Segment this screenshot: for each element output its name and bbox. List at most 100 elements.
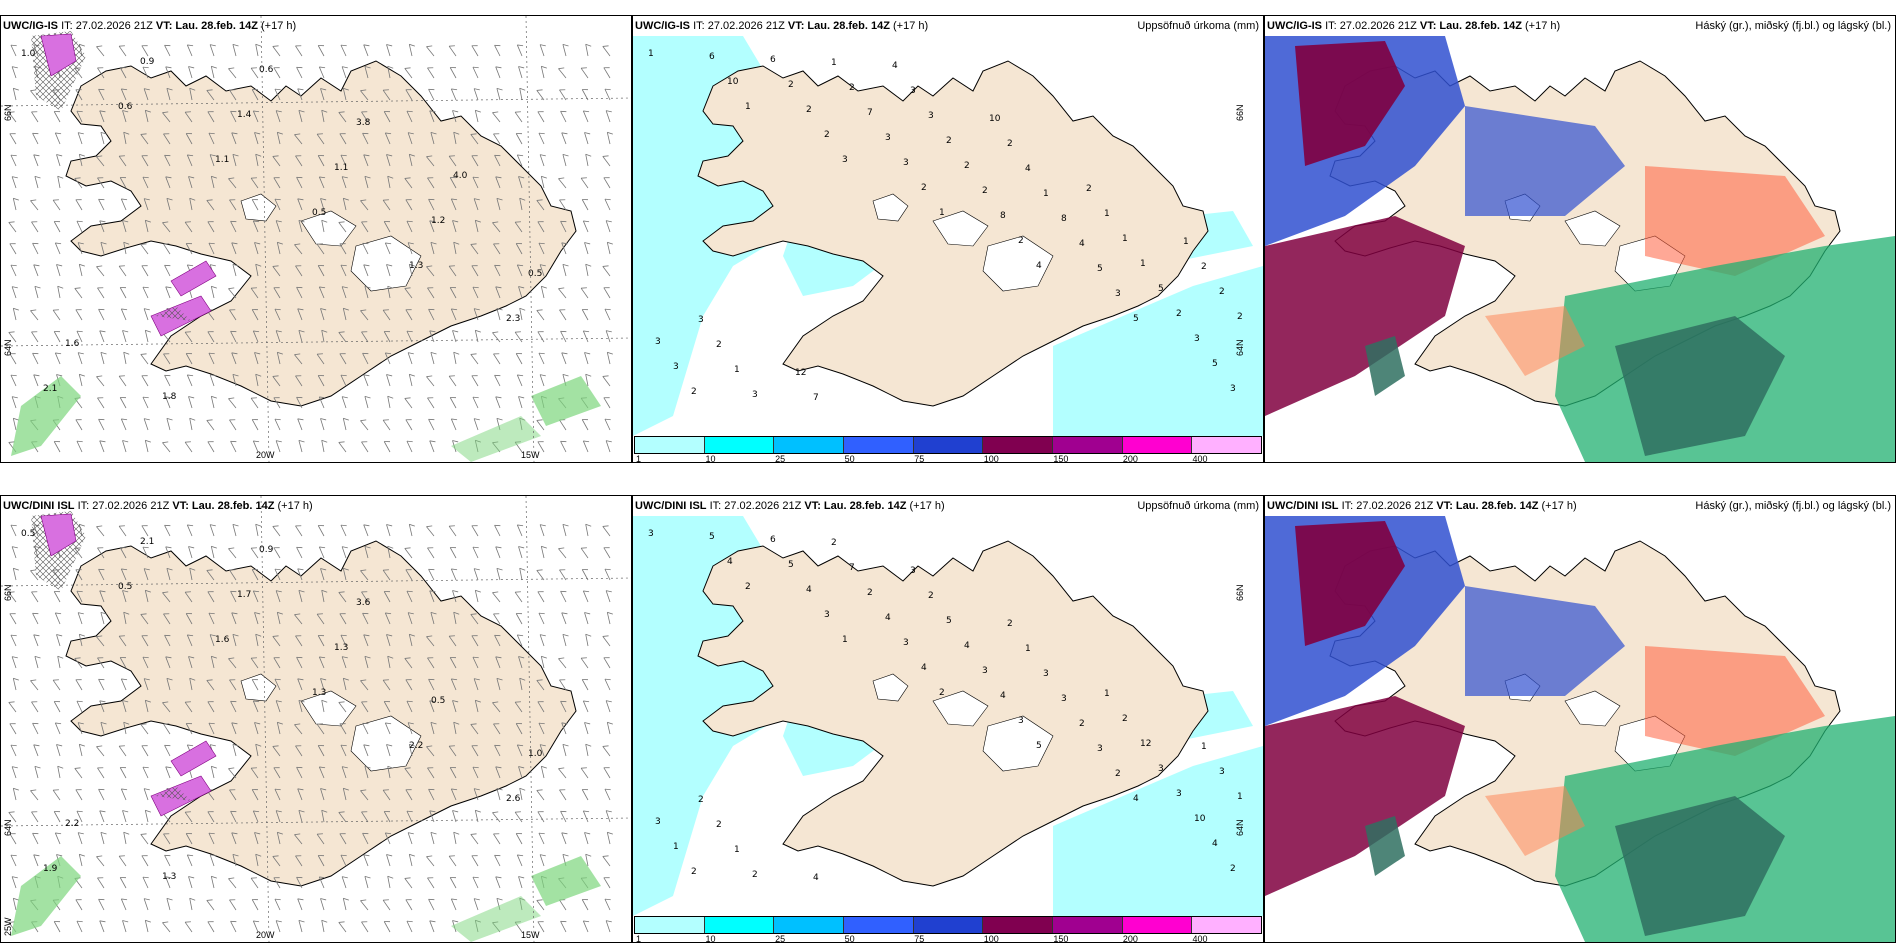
- value-label: 3: [903, 638, 909, 648]
- value-label: 7: [813, 393, 819, 403]
- value-label: 10: [989, 114, 1001, 124]
- value-label: 4: [921, 663, 927, 673]
- colorbar-tick-label: 10: [705, 454, 716, 463]
- value-label: 0.6: [259, 65, 274, 75]
- value-label: 4: [1036, 261, 1042, 271]
- colorbar-tick-label: 200: [1122, 934, 1138, 943]
- colorbar-tick-label: 75: [914, 454, 925, 463]
- panel-header: UWC/DINI ISL IT: 27.02.2026 21Z VT: Lau.…: [3, 500, 313, 512]
- colorbar-segment: [774, 437, 845, 453]
- valid-time-label: VT:: [804, 500, 821, 512]
- colorbar-tick-label: 75: [914, 934, 925, 943]
- lead-time: (+17 h): [893, 20, 929, 32]
- value-label: 2: [1018, 236, 1024, 246]
- valid-time-label: VT:: [155, 20, 173, 32]
- value-label: 1: [939, 208, 945, 218]
- value-label: 2: [716, 340, 722, 350]
- colorbar-tick-label: 50: [844, 454, 855, 463]
- value-label: 0.5: [118, 582, 132, 592]
- value-label: 1.3: [312, 688, 326, 698]
- value-label: 2: [1176, 309, 1182, 319]
- value-label: 3: [903, 158, 909, 168]
- panel-header: UWC/IG-IS IT: 27.02.2026 21Z VT: Lau. 28…: [3, 20, 296, 32]
- valid-time-label: VT:: [1419, 20, 1437, 32]
- value-label: 5: [1158, 284, 1164, 294]
- map-panel-igis-wind: 1.0 0.6 1.1 0.5 1.3 2.3 2.1 0.9 1.4 1.1 1.2 0.5 1.6 1…: [0, 15, 632, 463]
- value-label: 2: [1237, 312, 1243, 322]
- value-label: 1: [831, 58, 837, 68]
- value-label: 3: [1158, 764, 1164, 774]
- value-label: 3.8: [356, 118, 371, 128]
- value-label: 2: [745, 582, 751, 592]
- colorbar-segment: [1192, 437, 1262, 453]
- init-time: IT: 27.02.2026 21Z: [61, 20, 153, 32]
- colorbar-tick-label: 1: [636, 934, 642, 943]
- longitude-label: 15W: [521, 450, 540, 460]
- value-label: 4: [727, 557, 733, 567]
- colorbar-segment: [844, 437, 914, 453]
- value-label: 8: [1061, 214, 1067, 224]
- value-label: 2: [691, 387, 697, 397]
- value-label: 4: [885, 613, 891, 623]
- value-label: 3: [824, 610, 830, 620]
- value-label: 3: [1176, 789, 1182, 799]
- value-label: 3: [910, 566, 916, 576]
- colorbar-tick-label: 400: [1192, 454, 1208, 463]
- model-name: UWC/DINI ISL: [635, 500, 707, 512]
- value-label: 1: [1122, 234, 1128, 244]
- value-label: 2: [1007, 139, 1013, 149]
- valid-time-value: Lau. 28.feb. 14Z: [823, 500, 907, 512]
- value-label: 7: [867, 108, 873, 118]
- value-label: 5: [946, 616, 952, 626]
- value-label: 1: [1183, 237, 1189, 247]
- value-label: 4: [1000, 691, 1006, 701]
- colorbar-tick-label: 150: [1053, 454, 1069, 463]
- value-label: 3: [928, 111, 934, 121]
- value-label: 2: [1230, 864, 1236, 874]
- value-label: 3: [1194, 334, 1200, 344]
- value-label: 5: [709, 532, 715, 542]
- value-label: 3: [1230, 384, 1236, 394]
- value-label: 4: [1133, 794, 1139, 804]
- map-canvas: 3212542434324543431025432316243332753121…: [633, 496, 1263, 942]
- value-label: 1.3: [162, 872, 176, 882]
- value-label: 1.4: [237, 110, 252, 120]
- value-label: 1.6: [215, 635, 230, 645]
- latitude-label: 66N: [3, 584, 13, 601]
- value-label: 3: [752, 390, 758, 400]
- value-label: 1.6: [65, 339, 80, 349]
- colorbar-tick-label: 25: [775, 934, 786, 943]
- latitude-label: 66N: [1235, 584, 1245, 601]
- value-label: 8: [1000, 211, 1006, 221]
- latitude-label: 25W: [3, 917, 13, 936]
- value-label: 2: [1115, 769, 1121, 779]
- colorbar-segment: [983, 917, 1054, 933]
- value-label: 7: [849, 563, 855, 573]
- panel-header: UWC/IG-IS IT: 27.02.2026 21Z VT: Lau. 28…: [1267, 20, 1560, 32]
- value-label: 2: [964, 161, 970, 171]
- valid-time-value: Lau. 28.feb. 14Z: [1455, 500, 1539, 512]
- map-canvas: 0.5 0.5 1.6 1.3 2.2 2.6 1.9 2.1 1.7 1.3 0.5 1.0 2.2 1…: [1, 496, 631, 942]
- longitude-label: 20W: [256, 450, 275, 460]
- colorbar-segment: [983, 437, 1054, 453]
- value-label: 1: [1237, 792, 1243, 802]
- value-label: 1.0: [21, 49, 36, 59]
- value-label: 1: [648, 49, 654, 59]
- value-label: 4: [1025, 164, 1031, 174]
- value-label: 1.8: [162, 392, 177, 402]
- value-label: 5: [1036, 741, 1042, 751]
- value-label: 1: [1104, 209, 1110, 219]
- model-name: UWC/IG-IS: [635, 20, 690, 32]
- panel-right-title: Uppsöfnuð úrkoma (mm): [1137, 20, 1259, 32]
- lead-time: (+17 h): [1525, 20, 1561, 32]
- valid-time-label: VT:: [172, 500, 189, 512]
- value-label: 2.1: [43, 384, 57, 394]
- colorbar-tick-label: 100: [983, 934, 999, 943]
- value-label: 3: [673, 362, 679, 372]
- colorbar-segment: [774, 917, 845, 933]
- colorbar-tick-label: 200: [1122, 454, 1138, 463]
- value-label: 0.9: [140, 57, 155, 67]
- colorbar-segment: [635, 917, 705, 933]
- colorbar-tick-label: 25: [775, 454, 786, 463]
- colorbar-segment: [1122, 437, 1193, 453]
